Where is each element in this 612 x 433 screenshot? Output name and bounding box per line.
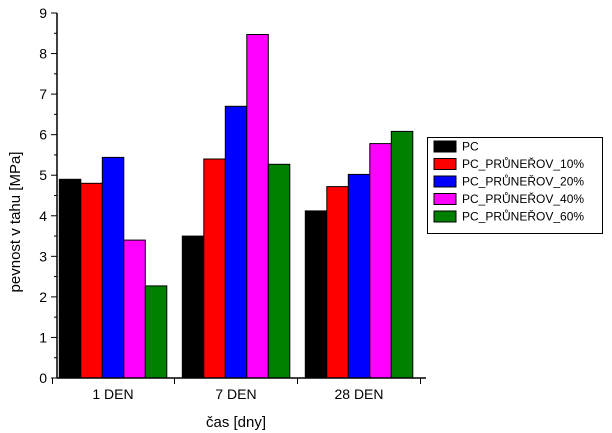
y-axis-title: pevnost v tahu [MPa] bbox=[7, 152, 24, 293]
legend-label: PC bbox=[462, 140, 479, 154]
legend-swatch bbox=[433, 193, 457, 205]
y-tick-label: 7 bbox=[39, 86, 47, 102]
legend-swatch bbox=[433, 210, 457, 223]
y-tick-label: 9 bbox=[39, 5, 47, 21]
x-tick-label: 7 DEN bbox=[215, 386, 256, 402]
bar bbox=[267, 163, 291, 379]
bar bbox=[246, 34, 269, 379]
legend: PC PC_PRŮNEŘOV_10% PC_PRŮNEŘOV_20% PC_PRŮNE… bbox=[427, 137, 603, 234]
y-tick-label: 8 bbox=[39, 46, 47, 62]
x-tick-label: 1 DEN bbox=[92, 386, 133, 402]
legend-box bbox=[427, 137, 603, 234]
y-tick-label: 2 bbox=[39, 289, 47, 305]
bar bbox=[123, 239, 146, 379]
y-tick-label: 5 bbox=[39, 167, 47, 183]
bar bbox=[203, 158, 226, 379]
bar bbox=[101, 156, 125, 379]
x-axis-title: čas [dny] bbox=[206, 414, 266, 431]
bar bbox=[224, 105, 248, 379]
legend-swatch bbox=[433, 158, 457, 170]
bar bbox=[304, 210, 328, 379]
bar bbox=[144, 285, 168, 379]
legend-swatch bbox=[433, 175, 457, 188]
bar bbox=[390, 130, 414, 379]
legend-swatch bbox=[433, 140, 457, 153]
y-tick-label: 6 bbox=[39, 127, 47, 143]
bar bbox=[347, 173, 371, 379]
legend-label: PC_PRŮNEŘOV_10% bbox=[462, 156, 584, 171]
y-tick-label: 3 bbox=[39, 248, 47, 264]
y-tick-label: 4 bbox=[39, 208, 47, 224]
bar bbox=[326, 186, 349, 379]
y-tick-label: 1 bbox=[39, 329, 47, 345]
legend-label: PC_PRŮNEŘOV_60% bbox=[462, 209, 584, 224]
y-tick-label: 0 bbox=[39, 370, 47, 386]
bar bbox=[369, 143, 392, 379]
bar bbox=[181, 235, 205, 379]
legend-label: PC_PRŮNEŘOV_20% bbox=[462, 174, 584, 189]
bar bbox=[80, 182, 103, 379]
legend-label: PC_PRŮNEŘOV_40% bbox=[462, 191, 584, 206]
bars-layer bbox=[58, 34, 414, 379]
axes-layer: 0 1 2 3 4 5 6 7 8 9 1 DEN 7 DEN 28 DEN bbox=[39, 5, 426, 402]
bar bbox=[58, 178, 82, 379]
x-tick-label: 28 DEN bbox=[334, 386, 383, 402]
